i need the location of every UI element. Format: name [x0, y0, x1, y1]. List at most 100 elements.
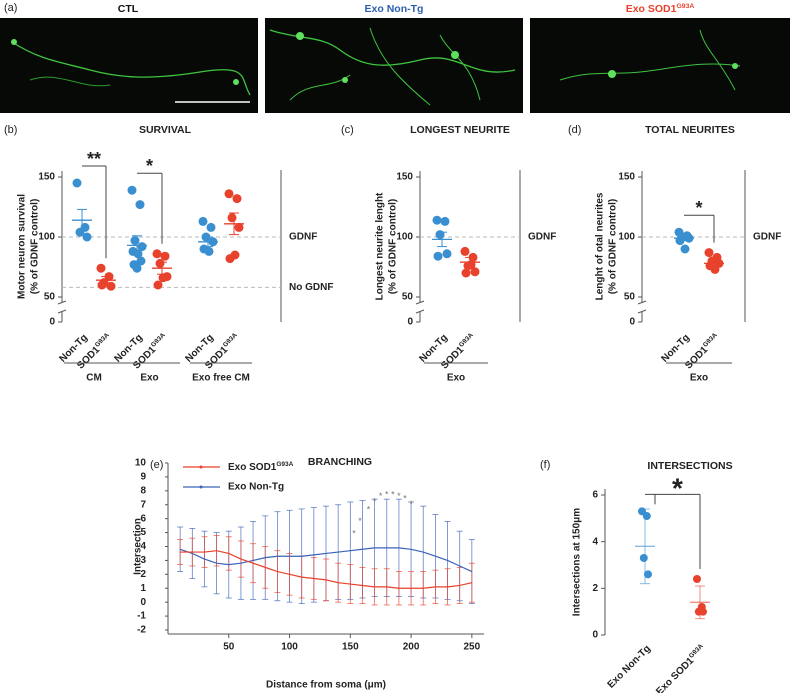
data-point	[155, 258, 165, 268]
y-tick-label: 4	[592, 536, 598, 547]
significance-label: *	[146, 156, 153, 176]
significance-label: *	[672, 473, 683, 504]
image-title: CTL	[118, 3, 139, 15]
y-tick-label: 8	[140, 485, 146, 496]
soma	[233, 79, 239, 85]
y-tick-label: 4	[140, 541, 146, 552]
y-axis-label: Longest neurite lenght	[375, 192, 386, 300]
panel-label: (e)	[150, 459, 163, 471]
x-tick-label: 100	[281, 642, 298, 653]
y-tick-label: 2	[592, 583, 598, 594]
data-point	[135, 200, 145, 210]
y-tick-label: 100	[38, 232, 55, 243]
data-point	[680, 244, 690, 254]
data-point	[96, 263, 106, 273]
x-axis-label: Distance from soma (μm)	[266, 680, 386, 691]
soma	[608, 70, 616, 78]
y-tick-label: 100	[618, 232, 635, 243]
y-axis-label: (% of GDNF control)	[388, 199, 399, 295]
group-label: Exo	[690, 373, 708, 384]
axis-break	[57, 300, 67, 305]
data-point	[153, 280, 163, 290]
y-axis-label: Intersection	[133, 518, 144, 575]
soma	[342, 77, 348, 83]
data-point	[97, 280, 107, 290]
image-exo-sod1	[530, 18, 790, 113]
data-point	[106, 281, 116, 291]
data-point	[470, 267, 480, 277]
data-point	[684, 233, 694, 243]
y-tick-label: 3	[140, 555, 146, 566]
reference-label: GDNF	[528, 232, 556, 243]
annotation: *	[403, 494, 407, 504]
data-point	[699, 607, 707, 616]
y-axis-label: (% of GDNF control)	[30, 199, 41, 295]
data-point	[158, 273, 168, 283]
data-point	[460, 246, 470, 256]
group-label: Exo free CM	[192, 373, 250, 384]
significance-label: *	[695, 198, 702, 218]
image-title-sup: G93A	[676, 3, 694, 10]
neurite	[29, 76, 111, 87]
annotation: *	[397, 491, 401, 501]
y-tick-label: 10	[135, 458, 147, 469]
y-tick-label: 100	[396, 232, 413, 243]
data-point	[160, 251, 170, 261]
neurite	[559, 29, 741, 91]
data-point	[232, 194, 242, 204]
data-point	[208, 237, 218, 247]
axis-break	[415, 309, 425, 314]
data-point	[704, 248, 714, 258]
chart-title: SURVIVAL	[139, 124, 192, 136]
data-point	[432, 215, 442, 225]
annotation: *	[385, 489, 389, 499]
soma	[296, 32, 304, 40]
data-point	[461, 268, 471, 278]
data-point	[132, 263, 142, 273]
y-tick-label: 150	[618, 172, 635, 183]
data-point	[137, 242, 147, 252]
axis-break	[57, 309, 67, 314]
panel-label: (f)	[540, 459, 550, 471]
y-tick-label: 5	[140, 527, 146, 538]
x-tick-label: 50	[223, 642, 235, 653]
annotation: *	[358, 516, 362, 526]
image-title: Exo SOD1G93A	[626, 3, 695, 15]
data-point	[234, 222, 244, 232]
series-line	[179, 547, 473, 573]
legend-label: Exo Non-Tg	[228, 482, 284, 493]
micrographs	[0, 18, 790, 113]
annotation: *	[391, 489, 395, 499]
group-label: CM	[86, 373, 102, 384]
panel-label: (c)	[341, 124, 354, 136]
data-point	[468, 252, 478, 262]
y-tick-label: -1	[137, 611, 146, 622]
y-tick-label: 7	[140, 499, 146, 510]
annotation: *	[409, 499, 413, 509]
image-title: Exo Non-Tg	[365, 3, 424, 15]
chart-title: BRANCHING	[308, 456, 372, 468]
data-point	[639, 554, 648, 562]
data-point	[206, 222, 216, 232]
series-line	[180, 550, 472, 589]
data-point	[133, 249, 143, 259]
axis-break	[415, 300, 425, 305]
y-tick-label: 0	[592, 630, 598, 641]
data-point	[127, 185, 137, 195]
data-point	[201, 232, 211, 242]
chart-title: INTERSECTIONS	[647, 460, 732, 472]
legend-label-base: Exo SOD1	[228, 462, 277, 473]
neurite	[11, 41, 251, 96]
x-tick-label: 200	[403, 642, 420, 653]
y-axis-label: (% of GDNF control)	[608, 199, 619, 295]
annotation: *	[367, 505, 371, 515]
y-tick-label: 150	[396, 172, 413, 183]
y-tick-label: 0	[49, 317, 55, 328]
soma	[11, 39, 17, 45]
reference-label: GDNF	[753, 232, 781, 243]
x-tick-label: 150	[342, 642, 359, 653]
soma	[451, 51, 459, 59]
data-point	[82, 232, 92, 242]
